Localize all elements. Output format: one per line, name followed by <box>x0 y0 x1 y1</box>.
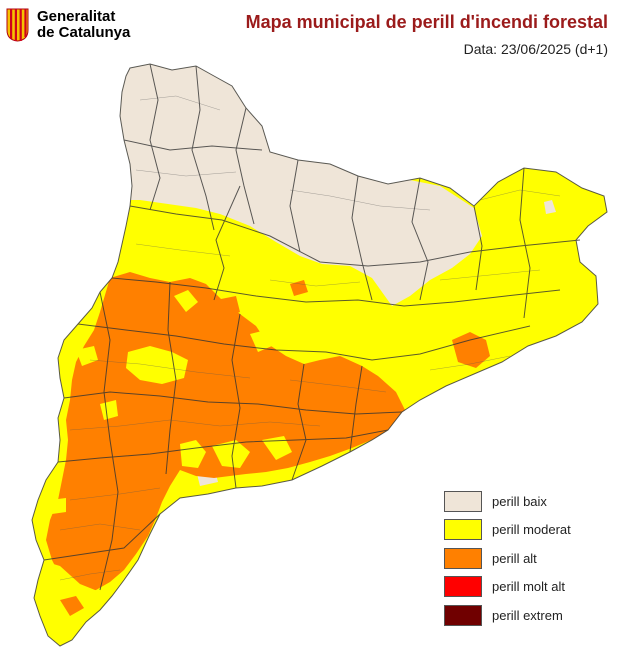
legend-label: perill extrem <box>492 607 563 623</box>
generalitat-logo: Generalitat de Catalunya <box>6 8 130 42</box>
map-date: Data: 23/06/2025 (d+1) <box>463 41 608 57</box>
legend-item-extrem: perill extrem <box>444 601 571 630</box>
legend-label: perill alt <box>492 550 537 566</box>
legend-swatch-moderat <box>444 519 482 541</box>
legend-item-moderat: perill moderat <box>444 516 571 545</box>
legend-item-molt-alt: perill molt alt <box>444 573 571 602</box>
legend-swatch-molt-alt <box>444 576 482 598</box>
legend-label: perill baix <box>492 493 547 509</box>
map-title: Mapa municipal de perill d'incendi fores… <box>245 12 608 32</box>
legend-swatch-extrem <box>444 604 482 626</box>
logo-line-2: de Catalunya <box>37 24 131 41</box>
legend-swatch-alt <box>444 547 482 569</box>
zone-alt-east <box>452 332 490 368</box>
legend-swatch-baix <box>444 490 482 512</box>
legend-label: perill moderat <box>492 522 571 538</box>
senyera-shield-icon <box>6 8 29 42</box>
map-legend: perill baix perill moderat perill alt pe… <box>444 487 571 630</box>
legend-item-baix: perill baix <box>444 487 571 516</box>
logo-line-1: Generalitat <box>37 8 116 25</box>
zone-baix-north <box>100 64 482 306</box>
catalonia-fire-risk-map <box>31 63 608 647</box>
legend-label: perill molt alt <box>492 579 565 595</box>
legend-item-alt: perill alt <box>444 544 571 573</box>
logo-text: Generalitat de Catalunya <box>37 9 130 41</box>
